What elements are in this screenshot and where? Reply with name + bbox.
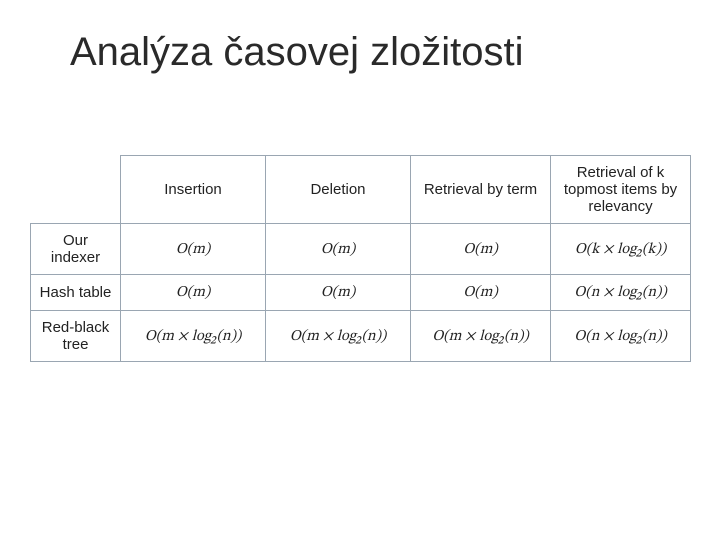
math-expr: O(m × log₂(n)) (432, 329, 529, 344)
table-corner-cell (31, 156, 121, 224)
table-row: Red-black tree O(m × log₂(n)) O(m × log₂… (31, 311, 691, 362)
table-row: Hash table O(m) O(m) O(m) O(n × log₂(n)) (31, 275, 691, 311)
math-expr: O(m) (321, 285, 356, 300)
table-cell: O(m) (411, 275, 551, 311)
col-header-retrieval-term: Retrieval by term (411, 156, 551, 224)
math-expr: O(m) (463, 285, 498, 300)
math-expr: O(m × log₂(n)) (145, 329, 242, 344)
row-label-our-indexer: Our indexer (31, 224, 121, 275)
complexity-table: Insertion Deletion Retrieval by term Ret… (30, 155, 691, 362)
table-cell: O(n × log₂(n)) (551, 311, 691, 362)
math-expr: O(k × log₂(k)) (575, 242, 666, 257)
col-header-deletion: Deletion (266, 156, 411, 224)
col-header-insertion: Insertion (121, 156, 266, 224)
row-label-red-black-tree: Red-black tree (31, 311, 121, 362)
table-cell: O(m) (266, 275, 411, 311)
math-expr: O(n × log₂(n)) (574, 285, 666, 300)
table-cell: O(m × log₂(n)) (411, 311, 551, 362)
table-cell: O(k × log₂(k)) (551, 224, 691, 275)
table-cell: O(n × log₂(n)) (551, 275, 691, 311)
table-header-row: Insertion Deletion Retrieval by term Ret… (31, 156, 691, 224)
math-expr: O(m) (463, 242, 498, 257)
col-header-retrieval-k: Retrieval of k topmost items by relevanc… (551, 156, 691, 224)
math-expr: O(m) (321, 242, 356, 257)
table-cell: O(m) (411, 224, 551, 275)
row-label-hash-table: Hash table (31, 275, 121, 311)
math-expr: O(m) (176, 285, 211, 300)
slide-title: Analýza časovej zložitosti (70, 30, 690, 75)
math-expr: O(m × log₂(n)) (290, 329, 387, 344)
slide: Analýza časovej zložitosti Insertion Del… (0, 0, 720, 540)
table-cell: O(m × log₂(n)) (266, 311, 411, 362)
math-expr: O(m) (176, 242, 211, 257)
table-cell: O(m) (121, 224, 266, 275)
math-expr: O(n × log₂(n)) (574, 329, 666, 344)
table-cell: O(m) (121, 275, 266, 311)
table-row: Our indexer O(m) O(m) O(m) O(k × log₂(k)… (31, 224, 691, 275)
table-cell: O(m) (266, 224, 411, 275)
table-cell: O(m × log₂(n)) (121, 311, 266, 362)
